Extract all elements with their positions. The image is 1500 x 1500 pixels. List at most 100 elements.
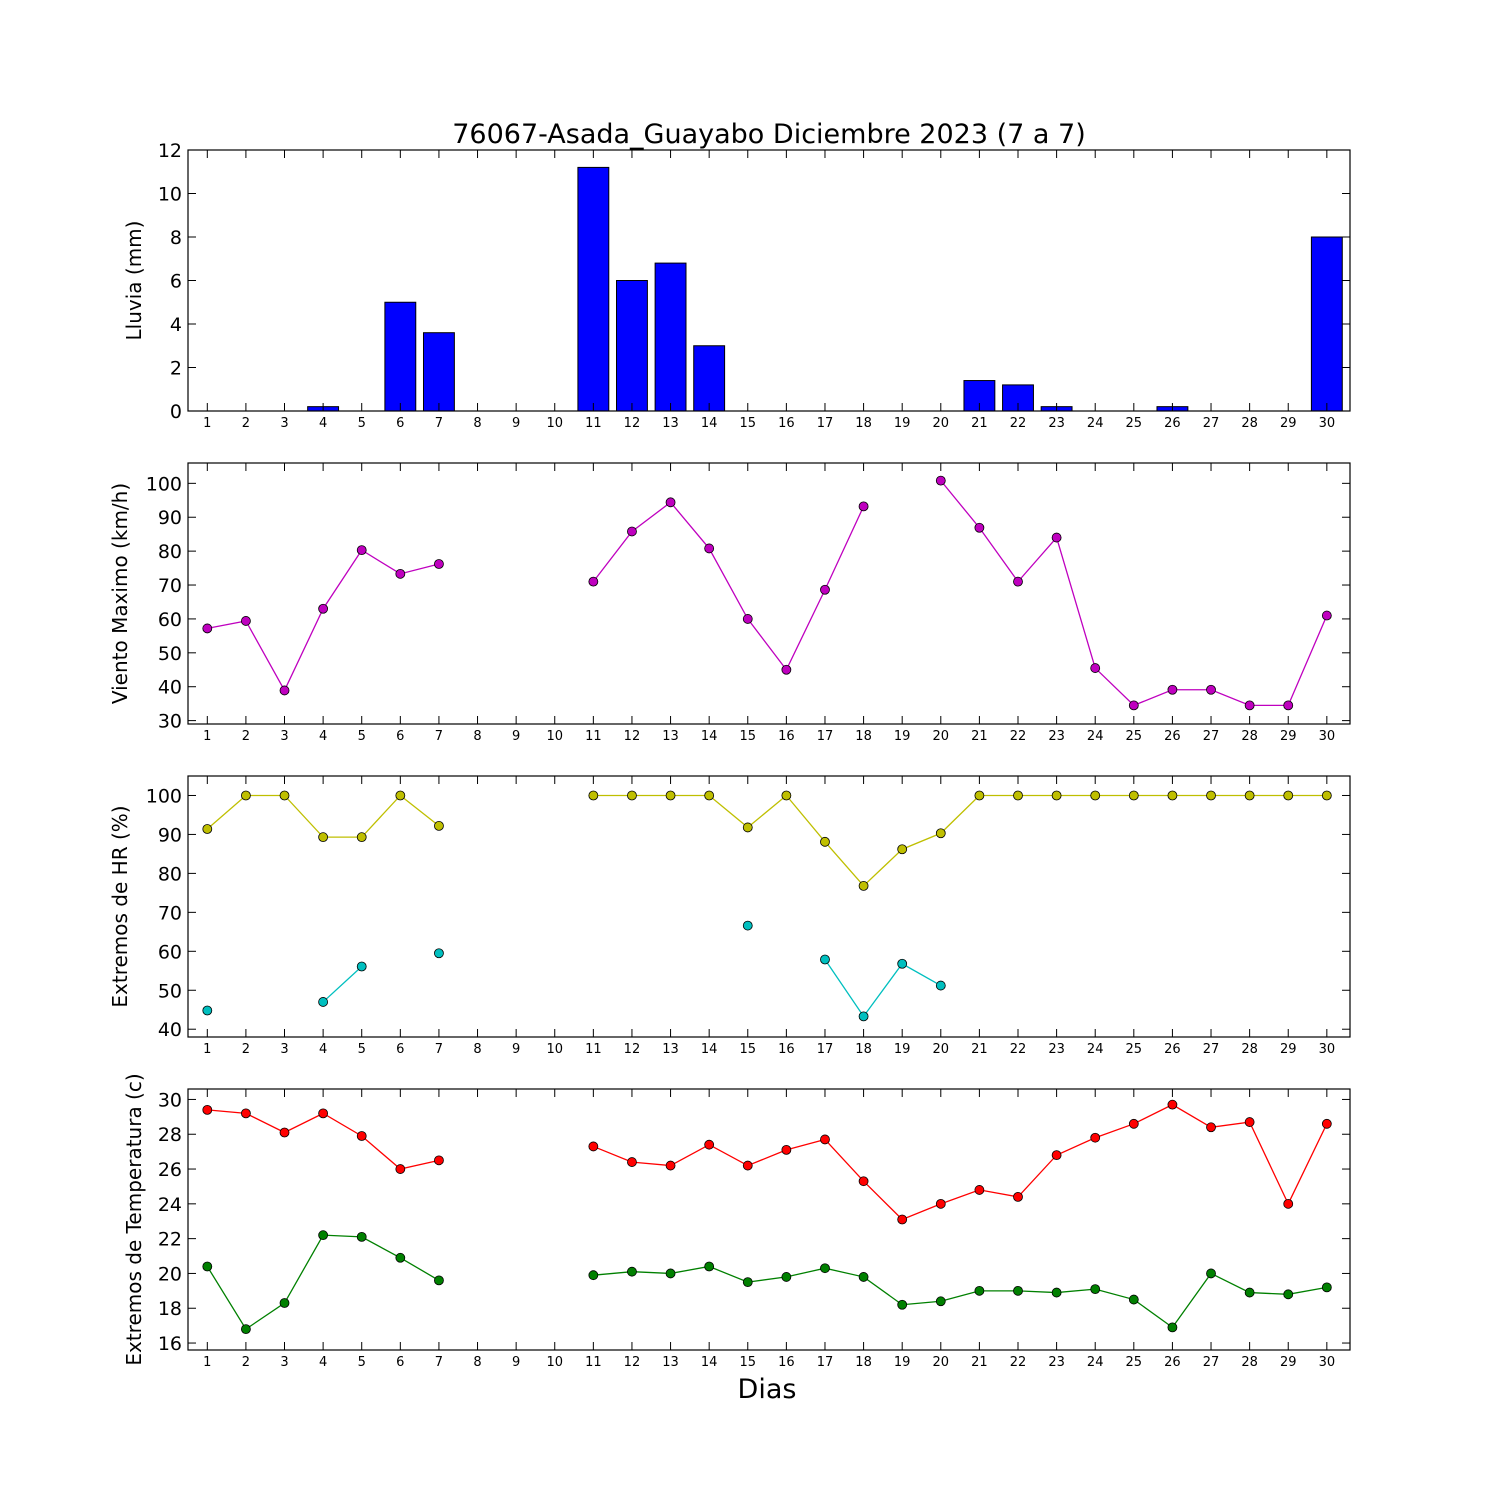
x-tick-label: 11 bbox=[585, 1042, 602, 1057]
data-point bbox=[858, 501, 869, 512]
x-tick-label: 4 bbox=[319, 416, 327, 431]
bar bbox=[422, 332, 455, 412]
data-point bbox=[1283, 790, 1294, 801]
data-point bbox=[1090, 790, 1101, 801]
y-tick-label: 30 bbox=[158, 1089, 182, 1111]
series-2-line bbox=[593, 1265, 1327, 1329]
x-tick-label: 22 bbox=[1010, 1042, 1027, 1057]
data-point bbox=[665, 1268, 676, 1279]
x-tick-label: 15 bbox=[739, 729, 756, 744]
x-tick-label: 30 bbox=[1319, 1355, 1336, 1370]
data-point bbox=[395, 568, 406, 579]
x-tick-label: 10 bbox=[546, 729, 563, 744]
data-point bbox=[742, 1160, 753, 1171]
x-tick-label: 7 bbox=[435, 729, 443, 744]
data-point bbox=[434, 1155, 444, 1166]
data-point bbox=[820, 836, 830, 847]
x-tick-label: 23 bbox=[1048, 1355, 1065, 1370]
data-point bbox=[202, 1104, 213, 1115]
y-tick-label: 0 bbox=[170, 401, 182, 423]
data-point bbox=[742, 920, 753, 931]
x-tick-label: 8 bbox=[473, 729, 481, 744]
data-point bbox=[704, 1261, 715, 1272]
x-tick-label: 30 bbox=[1319, 416, 1336, 431]
y-tick-label: 30 bbox=[158, 711, 182, 733]
x-tick-label: 29 bbox=[1280, 1042, 1297, 1057]
x-tick-label: 18 bbox=[855, 1042, 872, 1057]
data-point bbox=[897, 958, 908, 969]
data-point bbox=[665, 1160, 676, 1171]
x-tick-label: 8 bbox=[473, 1042, 481, 1057]
x-tick-label: 18 bbox=[855, 1355, 872, 1370]
data-point bbox=[434, 559, 444, 569]
x-tick-label: 11 bbox=[585, 416, 602, 431]
x-tick-label: 22 bbox=[1010, 1355, 1027, 1370]
data-point bbox=[395, 790, 406, 801]
x-tick-label: 3 bbox=[280, 729, 288, 744]
x-tick-label: 20 bbox=[933, 729, 950, 744]
data-point bbox=[434, 1275, 444, 1286]
data-point bbox=[820, 1134, 830, 1145]
y-tick-label: 6 bbox=[170, 271, 182, 293]
data-point bbox=[1013, 1285, 1023, 1296]
x-tick-label: 15 bbox=[739, 416, 756, 431]
bar bbox=[616, 280, 648, 412]
data-point bbox=[202, 623, 213, 634]
data-point bbox=[1051, 1287, 1062, 1298]
series-2-line bbox=[824, 959, 942, 1018]
x-tick-label: 14 bbox=[701, 1355, 718, 1370]
x-tick-label: 23 bbox=[1048, 729, 1065, 744]
series-1-line bbox=[593, 1103, 1328, 1221]
x-tick-label: 16 bbox=[778, 729, 795, 744]
x-tick-label: 9 bbox=[512, 1355, 520, 1370]
data-point bbox=[858, 1011, 869, 1022]
x-tick-label: 5 bbox=[358, 729, 366, 744]
x-tick-label: 24 bbox=[1087, 1355, 1104, 1370]
data-point bbox=[1167, 684, 1178, 695]
data-point bbox=[241, 616, 251, 626]
series-1-line bbox=[592, 501, 865, 672]
axes-frame bbox=[187, 775, 1351, 1038]
data-point bbox=[1206, 684, 1216, 695]
x-tick-label: 27 bbox=[1203, 729, 1220, 744]
x-tick-label: 13 bbox=[662, 729, 679, 744]
y-tick-label: 28 bbox=[158, 1124, 182, 1146]
data-point bbox=[318, 1108, 329, 1119]
x-tick-label: 26 bbox=[1164, 1042, 1181, 1057]
axes-frame bbox=[187, 1088, 1351, 1351]
x-tick-label: 29 bbox=[1280, 416, 1297, 431]
data-point bbox=[1244, 790, 1255, 801]
data-point bbox=[1013, 576, 1023, 587]
data-point bbox=[974, 522, 985, 533]
x-tick-label: 1 bbox=[203, 416, 211, 431]
figure-title: 76067-Asada_Guayabo Diciembre 2023 (7 a … bbox=[452, 119, 1085, 150]
x-tick-label: 17 bbox=[817, 1042, 834, 1057]
y-tick-label: 22 bbox=[158, 1229, 182, 1251]
data-point bbox=[1244, 700, 1255, 711]
data-point bbox=[241, 1108, 251, 1119]
x-tick-label: 13 bbox=[662, 1355, 679, 1370]
series-1-line bbox=[593, 794, 1327, 887]
data-point bbox=[202, 1261, 213, 1272]
data-point bbox=[1051, 532, 1062, 543]
data-point bbox=[935, 980, 946, 991]
x-tick-label: 21 bbox=[971, 1355, 988, 1370]
data-point bbox=[1167, 790, 1178, 801]
x-tick-label: 28 bbox=[1241, 416, 1258, 431]
data-point bbox=[1051, 790, 1062, 801]
data-point bbox=[395, 1164, 406, 1174]
data-point bbox=[1244, 1117, 1255, 1127]
x-tick-label: 1 bbox=[203, 1042, 211, 1057]
data-point bbox=[1167, 1099, 1178, 1110]
x-tick-label: 5 bbox=[358, 416, 366, 431]
data-point bbox=[858, 1272, 869, 1282]
x-tick-label: 15 bbox=[739, 1355, 756, 1370]
data-point bbox=[820, 1263, 830, 1274]
x-tick-label: 24 bbox=[1087, 729, 1104, 744]
x-tick-label: 22 bbox=[1010, 416, 1027, 431]
data-point bbox=[588, 790, 599, 801]
x-tick-label: 25 bbox=[1126, 416, 1143, 431]
